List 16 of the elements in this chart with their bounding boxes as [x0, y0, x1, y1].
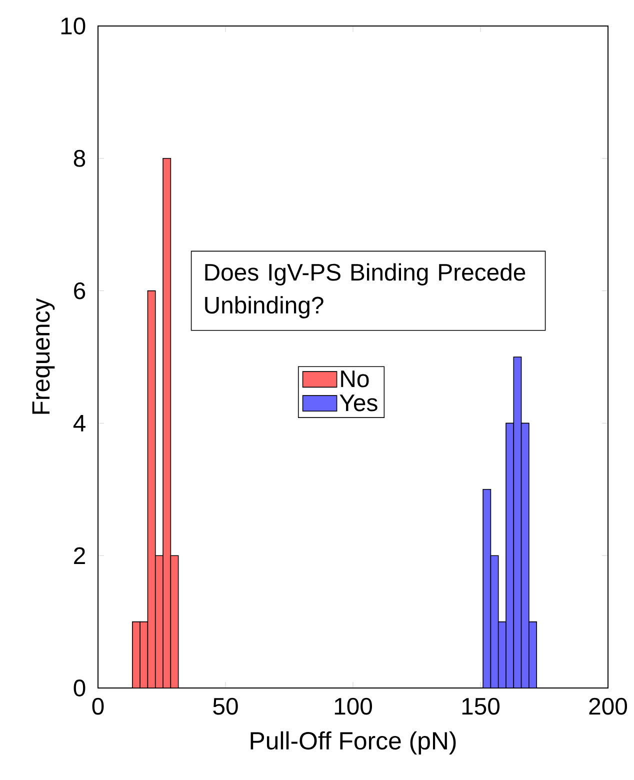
x-tick-label: 200 — [589, 698, 627, 715]
x-axis-title: Pull-Off Force (pN) — [250, 731, 456, 755]
y-tick-label: 8 — [74, 150, 86, 167]
y-axis-title: Frequency — [32, 298, 55, 414]
legend-label: No — [341, 370, 369, 388]
legend-label: Yes — [340, 394, 378, 412]
y-tick-label: 0 — [74, 680, 86, 696]
x-tick-label: 150 — [462, 698, 500, 715]
y-tick-label: 4 — [73, 414, 86, 432]
y-tick-label: 10 — [61, 18, 86, 34]
x-tick-label: 100 — [334, 698, 372, 715]
legend-title: Does IgV-PS Binding Precede Unbinding? — [205, 263, 526, 318]
x-tick-label: 0 — [92, 698, 104, 715]
y-tick-label: 6 — [74, 282, 86, 300]
y-tick-label: 2 — [74, 547, 85, 564]
x-tick-label: 50 — [213, 698, 238, 715]
